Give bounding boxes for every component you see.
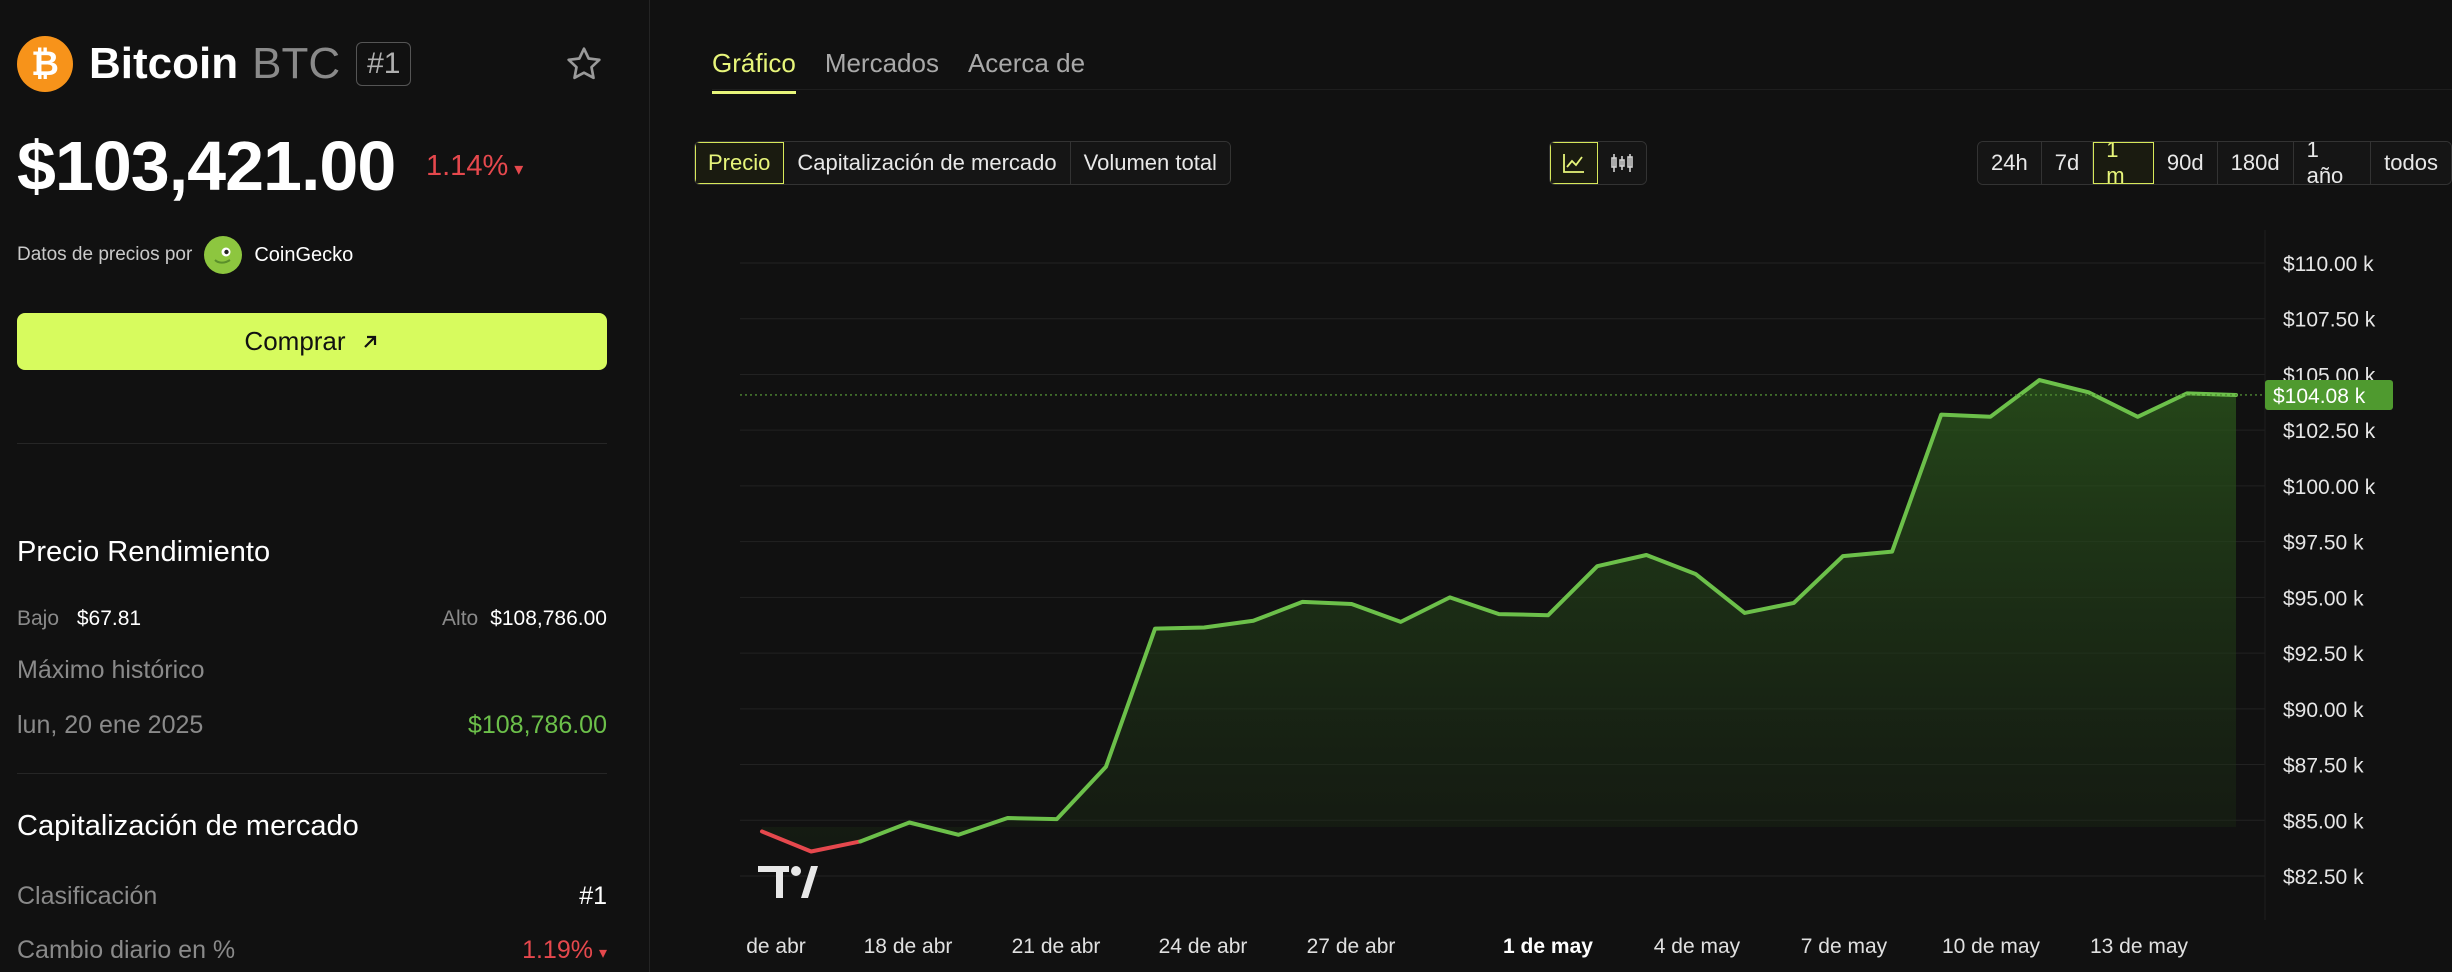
x-tick-label: 7 de may bbox=[1801, 935, 1888, 958]
y-tick-label: $100.00 k bbox=[2283, 476, 2376, 499]
x-tick-label: de abr bbox=[746, 935, 806, 958]
range-24h[interactable]: 24h bbox=[1978, 142, 2042, 184]
rank-value: #1 bbox=[579, 882, 607, 910]
x-tick-label: 18 de abr bbox=[864, 935, 953, 958]
ath-value: $108,786.00 bbox=[467, 711, 607, 739]
y-tick-label: $95.00 k bbox=[2283, 587, 2364, 610]
price-chart[interactable]: $110.00 k $107.50 k $105.00 k $102.50 k $100… bbox=[700, 230, 2452, 972]
buy-button-label: Comprar bbox=[244, 326, 346, 356]
rank-label: Clasificación bbox=[17, 882, 158, 910]
price-line-up bbox=[858, 378, 2238, 844]
market-cap-title: Capitalización de mercado bbox=[17, 810, 359, 842]
y-tick-label: $87.50 k bbox=[2283, 755, 2364, 778]
last-price-badge bbox=[2265, 379, 2393, 410]
metric-total-volume[interactable]: Volumen total bbox=[1070, 142, 1230, 184]
provider-name[interactable]: CoinGecko bbox=[254, 243, 354, 266]
low-high-row: Bajo $67.81 Alto $108,786.00 bbox=[17, 607, 607, 631]
range-7d[interactable]: 7d bbox=[2041, 142, 2094, 184]
y-tick-label: $90.00 k bbox=[2283, 699, 2364, 722]
y-tick-label: $82.50 k bbox=[2283, 866, 2364, 889]
line-chart-icon[interactable] bbox=[1550, 142, 1598, 184]
tabs-divider bbox=[712, 89, 2452, 90]
range-180d[interactable]: 180d bbox=[2217, 142, 2294, 184]
price-line-down bbox=[760, 829, 863, 854]
tab-acerca-de[interactable]: Acerca de bbox=[967, 48, 1086, 78]
last-price-label: $104.08 k bbox=[2273, 385, 2366, 408]
down-arrow-icon: ▾ bbox=[598, 945, 607, 962]
arrow-up-right-icon bbox=[363, 335, 376, 348]
x-tick-label: 24 de abr bbox=[1159, 935, 1248, 958]
y-tick-label: $97.50 k bbox=[2283, 532, 2364, 555]
y-tick-label: $85.00 k bbox=[2283, 810, 2364, 833]
rank-badge: #1 bbox=[356, 42, 412, 86]
favorite-star-icon[interactable] bbox=[564, 44, 604, 84]
x-tick-label: 13 de may bbox=[2090, 935, 2189, 958]
y-tick-label: $107.50 k bbox=[2283, 309, 2376, 332]
down-arrow-icon: ▾ bbox=[514, 159, 524, 179]
chart-type-selector bbox=[1549, 141, 1647, 185]
daily-change-label: Cambio diario en % bbox=[17, 936, 236, 964]
ath-label-row: Máximo histórico bbox=[17, 656, 607, 685]
y-tick-label: $110.00 k bbox=[2283, 253, 2374, 276]
coin-header: ₿ Bitcoin BTC #1 bbox=[17, 36, 412, 92]
coin-info-panel: ₿ Bitcoin BTC #1 $103,421.00 1.14% ▾ Dato… bbox=[0, 0, 650, 972]
range-90d[interactable]: 90d bbox=[2153, 142, 2218, 184]
low-label: Bajo bbox=[17, 607, 60, 630]
daily-change-value-wrap: 1.19% ▾ bbox=[522, 936, 607, 965]
rank-row: Clasificación #1 bbox=[17, 882, 607, 911]
divider bbox=[17, 773, 607, 774]
range-1-ano[interactable]: 1 año bbox=[2293, 142, 2372, 184]
candlestick-icon[interactable] bbox=[1598, 142, 1646, 184]
daily-change-value: 1.19% bbox=[522, 936, 593, 964]
y-tick-label: $102.50 k bbox=[2283, 420, 2376, 443]
high-value: $108,786.00 bbox=[490, 607, 607, 630]
x-tick-label: 21 de abr bbox=[1012, 935, 1101, 958]
provider-prefix: Datos de precios por bbox=[17, 244, 193, 265]
price-change: 1.14% ▾ bbox=[426, 150, 523, 183]
performance-title: Precio Rendimiento bbox=[17, 536, 271, 568]
range-1m[interactable]: 1 m bbox=[2093, 142, 2154, 184]
ath-date: lun, 20 ene 2025 bbox=[17, 711, 204, 739]
metric-selector: Precio Capitalización de mercado Volumen… bbox=[694, 141, 1231, 185]
range-todos[interactable]: todos bbox=[2371, 142, 2451, 184]
x-tick-label: 10 de may bbox=[1942, 935, 2041, 958]
coingecko-logo-icon bbox=[204, 236, 243, 274]
main-tabs: Gráfico Mercados Acerca de bbox=[712, 48, 1114, 94]
tradingview-logo-icon bbox=[758, 866, 818, 898]
tab-grafico[interactable]: Gráfico bbox=[712, 48, 796, 94]
buy-button[interactable]: Comprar bbox=[17, 313, 607, 370]
tab-mercados[interactable]: Mercados bbox=[824, 48, 939, 78]
metric-market-cap[interactable]: Capitalización de mercado bbox=[784, 142, 1071, 184]
x-tick-label: 1 de may bbox=[1503, 935, 1593, 958]
daily-change-row: Cambio diario en % 1.19% ▾ bbox=[17, 936, 607, 965]
range-selector: 24h 7d 1 m 90d 180d 1 año todos bbox=[1977, 141, 2452, 185]
coin-name: Bitcoin bbox=[89, 39, 239, 88]
price-chart-svg: $110.00 k$107.50 k$105.00 k$102.50 k$100… bbox=[740, 230, 2393, 958]
low-value: $67.81 bbox=[76, 607, 142, 630]
current-price: $103,421.00 bbox=[17, 127, 396, 205]
high-label: Alto bbox=[442, 607, 479, 630]
metric-precio[interactable]: Precio bbox=[695, 142, 785, 184]
x-tick-label: 4 de may bbox=[1654, 935, 1741, 958]
price-change-value: 1.14% bbox=[426, 150, 509, 182]
x-tick-label: 27 de abr bbox=[1307, 935, 1396, 958]
ath-label: Máximo histórico bbox=[17, 656, 205, 684]
ath-row: lun, 20 ene 2025 $108,786.00 bbox=[17, 711, 607, 740]
y-tick-label: $92.50 k bbox=[2283, 643, 2364, 666]
bitcoin-logo-icon: ₿ bbox=[17, 36, 73, 92]
price-provider: Datos de precios por CoinGecko bbox=[17, 236, 353, 274]
coin-symbol: BTC bbox=[252, 39, 341, 88]
divider bbox=[17, 443, 607, 444]
